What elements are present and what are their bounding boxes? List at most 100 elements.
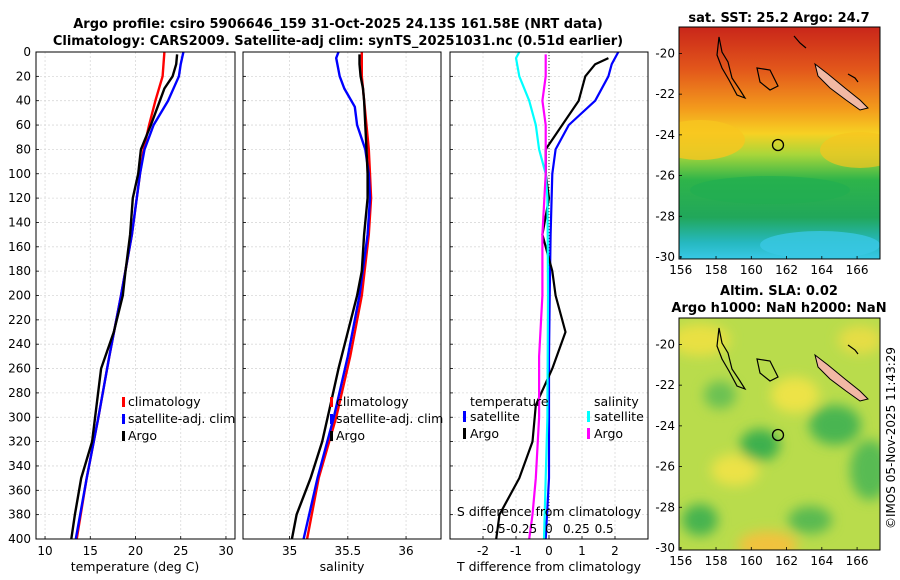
coastline (756, 358, 779, 382)
difference-series (495, 51, 620, 540)
x-tick-label: 35.5 (334, 544, 361, 558)
coastline (847, 73, 859, 83)
figure-title-line1: Argo profile: csiro 5906646_159 31-Oct-2… (73, 17, 603, 32)
x-tick-label: 2 (611, 544, 619, 558)
map-y-tick-label: -22 (655, 378, 675, 392)
x-tick-label: 10 (37, 544, 52, 558)
coastline (716, 327, 747, 391)
map-x-tick-label: 158 (705, 263, 728, 277)
legend-label-argo: Argo (128, 428, 157, 443)
salinity-grid (243, 51, 441, 540)
series-line-s-argo (528, 54, 547, 540)
y-tick-label: 40 (16, 94, 31, 108)
x-tick-label: 35 (282, 544, 297, 558)
map-y-tick-label: -28 (655, 209, 675, 223)
legend-label-t-argo: Argo (470, 426, 499, 441)
y-tick-label: 140 (8, 215, 31, 229)
sla-map-panel: Altim. SLA: 0.02 Argo h1000: NaN h2000: … (655, 284, 886, 568)
sla-map-title-line1: Altim. SLA: 0.02 (720, 284, 838, 299)
legend-swatch-argo (330, 431, 333, 441)
x-tick-label: -2 (477, 544, 489, 558)
sst-warm-patch (820, 132, 880, 168)
series-line-satellite-adj-clim (74, 51, 185, 540)
salinity-series (290, 51, 373, 540)
legend-swatch-t-satellite (463, 411, 466, 422)
argo-position-marker (771, 428, 785, 442)
sla-low (850, 440, 880, 500)
y-tick-label: 400 (8, 532, 31, 546)
y-tick-label: 200 (8, 289, 31, 303)
map-x-tick-label: 162 (775, 263, 798, 277)
map-x-tick-label: 166 (846, 263, 869, 277)
legend-swatch-s-argo (587, 428, 590, 439)
map-y-tick-label: -28 (655, 500, 675, 514)
legend-label-satellite: satellite-adj. clim (128, 411, 235, 426)
coastline (847, 344, 859, 355)
x-top-tick-label: 0 (545, 522, 553, 536)
coastline (756, 67, 779, 91)
sla-low (704, 381, 736, 409)
y-tick-label: 360 (8, 483, 31, 497)
y-tick-label: 320 (8, 435, 31, 449)
map-x-tick-label: 156 (669, 554, 692, 568)
y-tick-label: 100 (8, 167, 31, 181)
legend-swatch-satellite (330, 414, 333, 424)
sla-map-ticks: 156 158 160 162 164 166 -20 -22 -24 -26 -28 -30 (655, 337, 868, 568)
y-tick-label: 60 (16, 118, 31, 132)
legend-title-temperature: temperature (470, 394, 549, 409)
sst-cool-patch (760, 231, 880, 259)
map-y-tick-label: -20 (655, 337, 675, 351)
legend-swatch-satellite (122, 414, 125, 424)
imos-timestamp: ©IMOS 05-Nov-2025 11:43:29 (884, 347, 898, 529)
series-line-t-satellite (544, 51, 620, 540)
series-line-argo (290, 54, 369, 540)
map-y-tick-label: -30 (655, 541, 675, 555)
map-y-tick-label: -20 (655, 46, 675, 60)
map-x-tick-label: 160 (740, 263, 763, 277)
sla-low (809, 405, 861, 445)
salinity-ticks: 35 35.5 36 (243, 51, 414, 558)
sla-map-title-line2: Argo h1000: NaN h2000: NaN (671, 301, 886, 316)
salinity-xlabel: salinity (320, 559, 365, 574)
y-tick-label: 180 (8, 264, 31, 278)
temperature-ticks: 0 20 40 60 80 100 120 140 160 180 200 220 240 260 280 3… (8, 45, 234, 558)
legend-swatch-argo (122, 431, 125, 441)
x-top-tick-label: -0.25 (506, 522, 537, 536)
y-tick-label: 300 (8, 410, 31, 424)
x-tick-label: 30 (218, 544, 233, 558)
map-y-tick-label: -24 (655, 128, 675, 142)
x-top-tick-label: 0.25 (563, 522, 590, 536)
map-x-tick-label: 160 (740, 554, 763, 568)
sst-map-ticks: 156 158 160 162 164 166 -20 -22 -24 -26 -28 -30 (655, 46, 868, 277)
sla-high (771, 377, 819, 413)
temperature-panel: 0 20 40 60 80 100 120 140 160 180 200 220 240 260 280 3… (8, 45, 236, 574)
y-tick-label: 0 (23, 45, 31, 59)
legend-label-s-satellite: satellite (594, 409, 644, 424)
sst-map-frame (678, 26, 881, 260)
difference-legend: temperature salinity satellite Argo sate… (463, 394, 644, 441)
sst-map-title: sat. SST: 25.2 Argo: 24.7 (688, 11, 869, 26)
salinity-legend: climatology satellite-adj. clim Argo (330, 394, 443, 443)
legend-label-s-argo: Argo (594, 426, 623, 441)
y-tick-label: 340 (8, 459, 31, 473)
x-tick-label: 0 (545, 544, 553, 558)
salinity-panel: 35 35.5 36 salinity climatology satellite-… (242, 51, 443, 574)
map-y-tick-label: -30 (655, 250, 675, 264)
legend-label-satellite: satellite-adj. clim (336, 411, 443, 426)
y-tick-label: 280 (8, 386, 31, 400)
map-x-tick-label: 164 (810, 263, 833, 277)
y-tick-label: 240 (8, 337, 31, 351)
difference-ticks: -2 -1 0 1 2 -0.5 -0.25 0 0.25 0.5 (450, 51, 619, 558)
temperature-xlabel: temperature (deg C) (71, 559, 200, 574)
sst-warm-patch (679, 120, 745, 160)
x-tick-label: 36 (398, 544, 413, 558)
x-tick-label: 1 (578, 544, 586, 558)
coastline (793, 35, 807, 49)
sst-green-patch (690, 176, 850, 204)
y-tick-label: 160 (8, 240, 31, 254)
legend-title-salinity: salinity (594, 394, 639, 409)
x-top-tick-label: 0.5 (595, 522, 614, 536)
map-x-tick-label: 166 (846, 554, 869, 568)
sst-field (679, 27, 880, 259)
